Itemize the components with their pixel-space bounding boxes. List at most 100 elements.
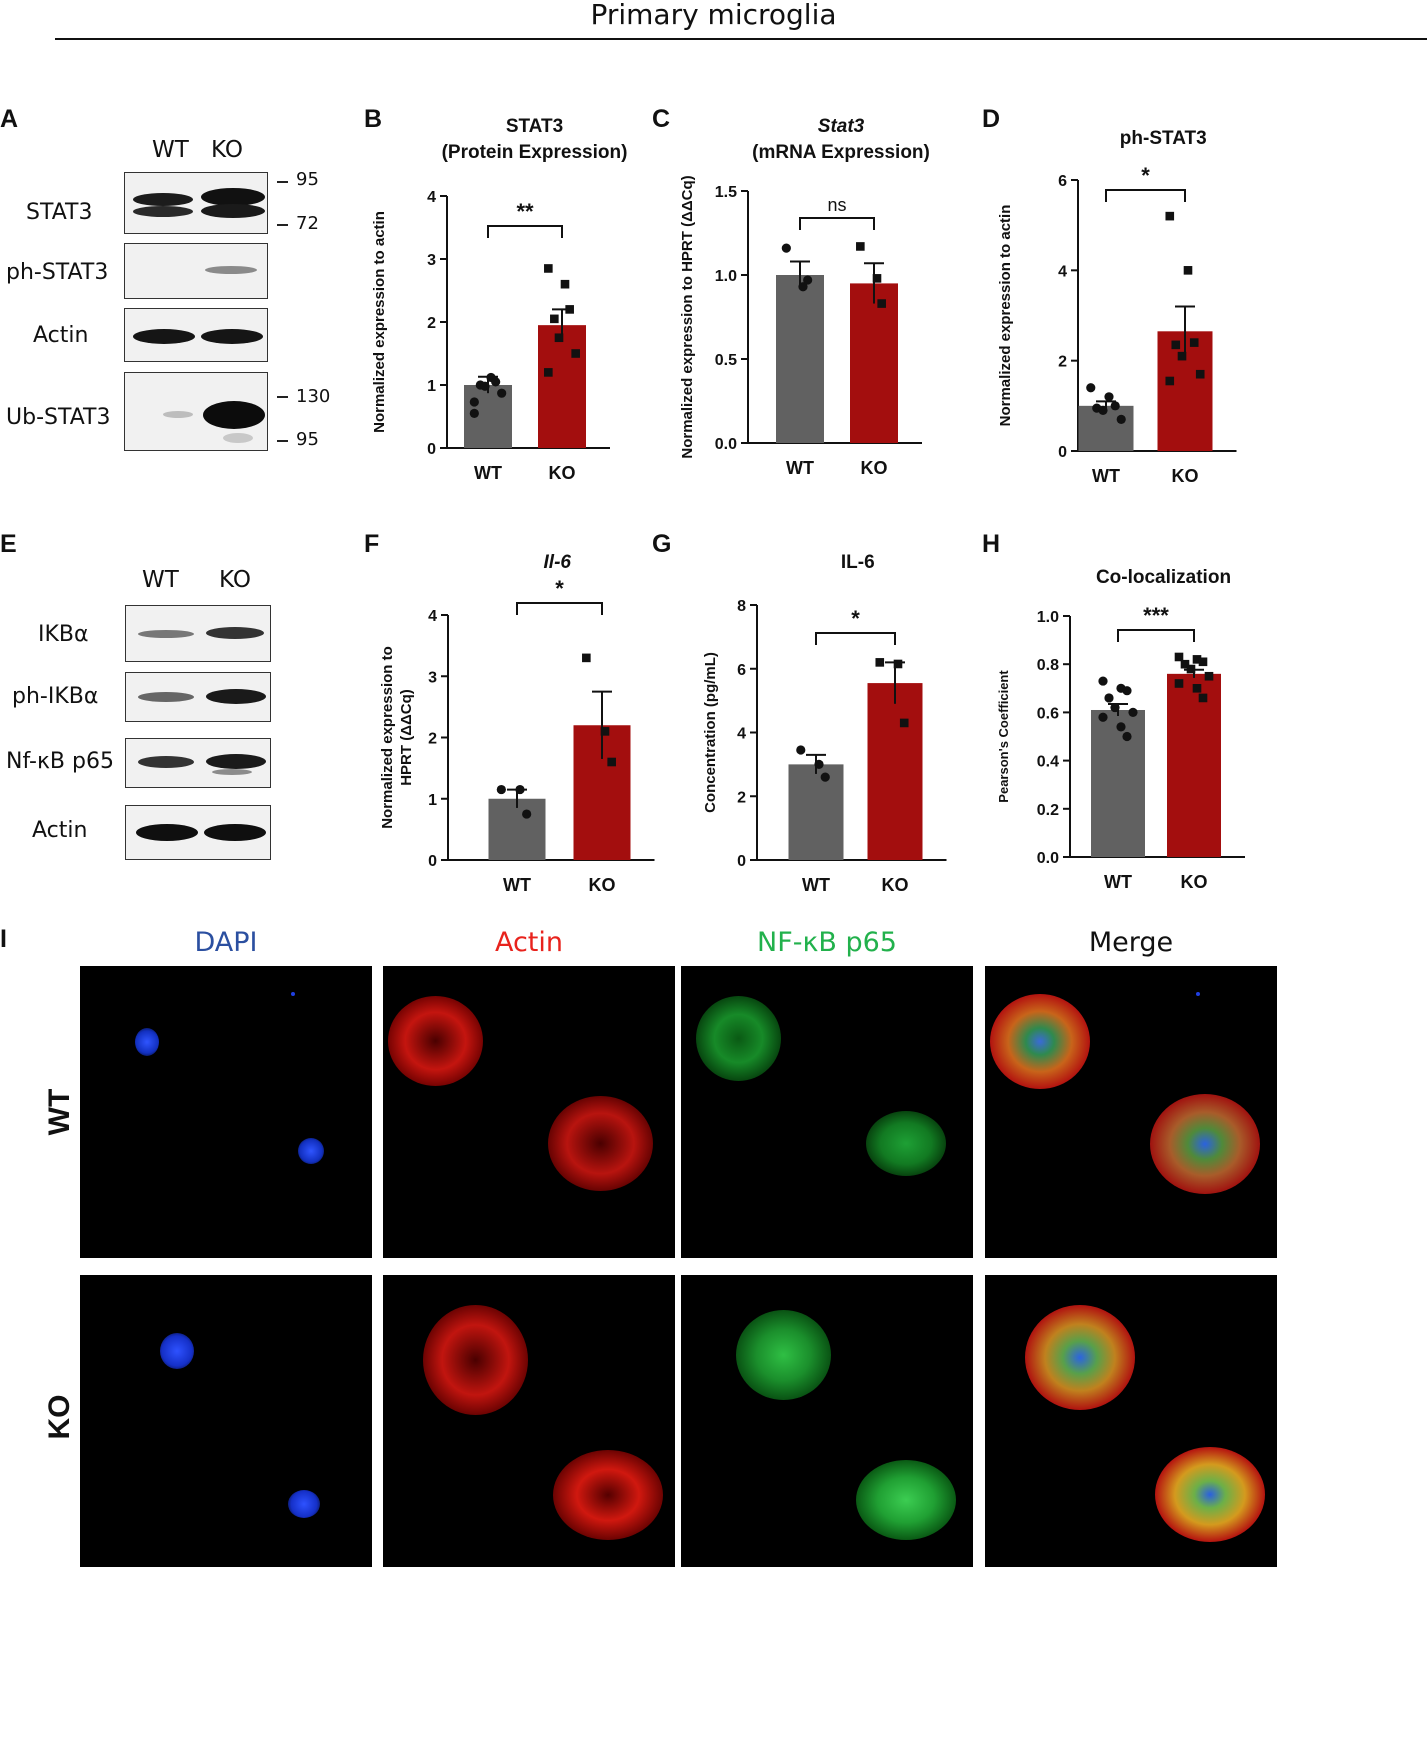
row-label-ko: KO: [43, 1394, 76, 1440]
significance-label: *: [1141, 163, 1150, 188]
x-tick-label: WT: [1104, 872, 1132, 892]
data-point-wt: [1098, 405, 1108, 415]
if-image-ko-merge: [985, 1275, 1277, 1567]
data-point-ko: [1183, 266, 1193, 275]
data-point-ko: [856, 242, 865, 251]
y-tick-label: 0: [428, 853, 437, 870]
lane-label-wt: WT: [152, 137, 189, 163]
data-point-wt: [1104, 392, 1114, 402]
data-point-wt: [1098, 712, 1108, 722]
if-image-wt-nfkb: [681, 966, 973, 1258]
blot-label-actin: Actin: [33, 323, 89, 348]
data-point-wt: [1122, 731, 1132, 742]
y-tick-label: 1.0: [1037, 609, 1059, 626]
data-point-ko: [875, 658, 885, 667]
y-tick-label: 4: [737, 726, 746, 743]
panel-label-g: G: [652, 530, 672, 558]
data-point-wt: [814, 759, 824, 769]
y-axis-label: Normalized expression to HPRT (ΔΔCq): [679, 175, 696, 458]
bar-wt: [788, 764, 844, 860]
channel-label-dapi: DAPI: [194, 927, 258, 958]
panel-label-b: B: [364, 105, 383, 133]
data-point-wt: [522, 809, 532, 819]
y-tick-label: 3: [428, 669, 437, 686]
chart-title: Stat3: [818, 116, 865, 137]
significance-bracket: [516, 602, 603, 615]
data-point-wt: [1086, 383, 1096, 393]
data-point-ko: [893, 659, 903, 669]
y-tick-label: 4: [1058, 263, 1067, 280]
y-tick-label: 0.5: [715, 352, 737, 369]
data-point-wt: [1110, 702, 1120, 713]
data-point-wt: [1104, 693, 1114, 703]
chart-title: (Protein Expression): [442, 142, 628, 163]
figure-title: Primary microglia: [590, 0, 837, 31]
blot-label-actin: Actin: [32, 818, 88, 843]
significance-bracket: [799, 217, 875, 230]
y-tick-label: 0: [427, 441, 436, 458]
lane-label-ko: KO: [211, 137, 243, 163]
x-tick-label: KO: [1181, 872, 1208, 892]
chart-title: (mRNA Expression): [752, 142, 930, 163]
blot-ph-stat3: [124, 243, 268, 299]
y-tick-label: 0.2: [1037, 802, 1059, 819]
panel-label-f: F: [364, 530, 380, 558]
if-image-wt-merge: [985, 966, 1277, 1258]
panel-label-i: I: [0, 925, 7, 953]
y-tick-label: 0.8: [1037, 657, 1059, 674]
bar-wt: [488, 798, 546, 860]
significance-bracket: [815, 632, 896, 645]
data-point-ko: [1177, 351, 1187, 361]
chart-title: Il-6: [544, 552, 572, 573]
y-axis-label-line: Normalized expression to: [379, 646, 396, 829]
x-tick-label: KO: [589, 875, 616, 895]
y-tick-label: 2: [428, 731, 437, 748]
x-tick-label: WT: [786, 458, 814, 478]
y-tick-label: 8: [737, 598, 746, 615]
data-point-ko: [1192, 684, 1202, 693]
data-point-wt: [798, 282, 808, 292]
mw-marker: 72: [296, 213, 319, 234]
data-point-ko: [600, 727, 610, 736]
if-image-ko-actin: [383, 1275, 675, 1567]
blot-label-nfkb-p65: Nf-κB p65: [6, 749, 114, 774]
bar-wt: [1091, 709, 1145, 857]
significance-bracket: [487, 225, 563, 238]
significance-label: *: [555, 576, 564, 601]
data-point-wt: [820, 772, 830, 782]
data-point-wt: [803, 275, 813, 285]
y-tick-label: 1: [427, 378, 436, 395]
bar-ko: [867, 683, 923, 860]
y-tick-label: 6: [1058, 173, 1067, 190]
blot-ph-ikba: [125, 672, 271, 722]
data-point-wt: [796, 745, 806, 755]
data-point-ko: [565, 305, 574, 314]
y-tick-label: 1.5: [715, 184, 737, 201]
data-point-wt: [480, 381, 490, 391]
blot-label-stat3: STAT3: [26, 200, 93, 225]
significance-label: ns: [827, 195, 846, 215]
if-image-wt-actin: [383, 966, 675, 1258]
data-point-ko: [1198, 693, 1208, 703]
x-tick-label: KO: [549, 463, 576, 483]
bar-chart-b: STAT3 (Protein Expression) 0 1 2 3 4 Normalized…: [371, 116, 628, 483]
data-point-ko: [1171, 340, 1181, 350]
data-point-wt: [469, 397, 479, 407]
significance-bracket: [1105, 189, 1186, 202]
significance-bracket: [1117, 629, 1195, 642]
x-tick-label: KO: [1172, 466, 1199, 486]
chart-title: ph-STAT3: [1120, 128, 1207, 149]
bar-ko: [538, 325, 586, 448]
data-point-ko: [1186, 664, 1196, 674]
blot-label-ph-ikba: ph-IKBα: [12, 684, 99, 709]
y-tick-label: 0.0: [715, 436, 737, 453]
x-tick-label: KO: [861, 458, 888, 478]
y-axis-label: Normalized expression to actin: [997, 205, 1014, 427]
y-tick-label: 2: [1058, 354, 1067, 371]
x-tick-label: KO: [882, 875, 909, 895]
data-point-ko: [899, 718, 909, 728]
data-point-ko: [1180, 659, 1190, 669]
channel-label-nfkb: NF-κB p65: [757, 927, 897, 958]
y-tick-label: 0.6: [1037, 705, 1059, 722]
data-point-ko: [582, 653, 591, 663]
